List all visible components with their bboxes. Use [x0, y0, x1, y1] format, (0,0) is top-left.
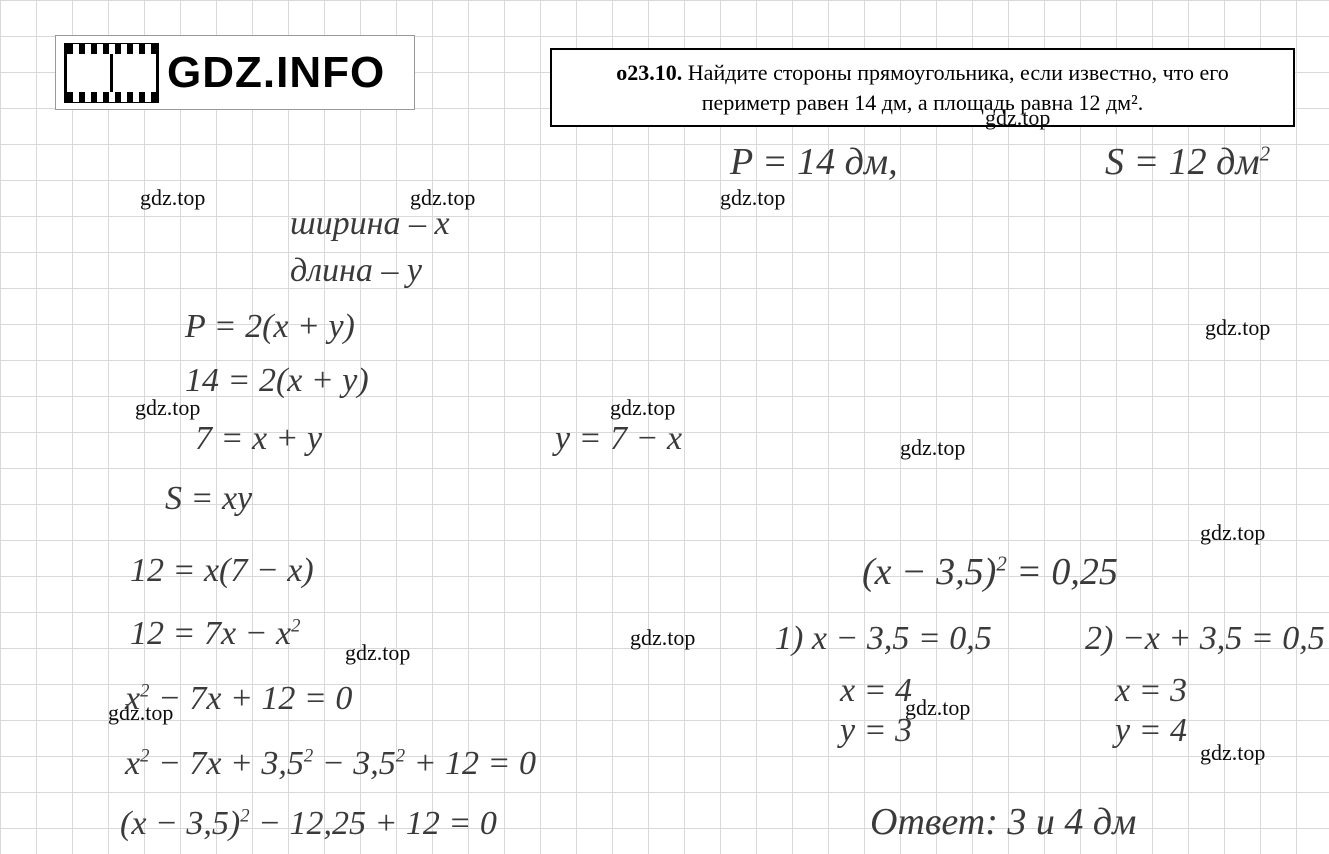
- problem-statement: о23.10. Найдите стороны прямоугольника, …: [550, 48, 1295, 127]
- handwritten-line: y = 3: [840, 712, 912, 750]
- handwritten-line: длина – y: [290, 252, 422, 290]
- handwritten-line: x = 3: [1115, 672, 1187, 710]
- handwritten-line: Ответ: 3 и 4 дм: [870, 800, 1136, 844]
- handwritten-line: (x − 3,5)2 = 0,25: [862, 550, 1118, 594]
- handwritten-line: x2 − 7x + 12 = 0: [125, 680, 352, 718]
- handwritten-line: 12 = 7x − x2: [130, 615, 300, 653]
- handwritten-line: x2 − 7x + 3,52 − 3,52 + 12 = 0: [125, 745, 536, 783]
- handwritten-line: 1) x − 3,5 = 0,5: [775, 620, 992, 658]
- handwritten-line: y = 4: [1115, 712, 1187, 750]
- handwritten-line: S = 12 дм2: [1105, 140, 1270, 184]
- film-strip-icon: [64, 43, 159, 103]
- handwritten-line: 12 = x(7 − x): [130, 552, 314, 590]
- handwritten-line: (x − 3,5)2 − 12,25 + 12 = 0: [120, 805, 497, 843]
- handwritten-line: 14 = 2(x + y): [185, 362, 369, 400]
- problem-line1: Найдите стороны прямоугольника, если изв…: [688, 60, 1229, 85]
- handwritten-line: P = 14 дм,: [730, 140, 898, 184]
- handwritten-line: ширина – x: [290, 205, 450, 243]
- handwritten-line: S = xy: [165, 480, 252, 518]
- problem-number: о23.10.: [616, 60, 682, 85]
- logo-box: GDZ.INFO: [55, 35, 415, 110]
- handwritten-line: 2) −x + 3,5 = 0,5: [1085, 620, 1325, 658]
- handwritten-line: y = 7 − x: [555, 420, 682, 458]
- problem-line2: периметр равен 14 дм, а площадь равна 12…: [702, 90, 1143, 115]
- logo-text: GDZ.INFO: [167, 48, 385, 98]
- handwritten-line: 7 = x + y: [195, 420, 322, 458]
- handwritten-line: x = 4: [840, 672, 912, 710]
- handwritten-line: P = 2(x + y): [185, 308, 355, 346]
